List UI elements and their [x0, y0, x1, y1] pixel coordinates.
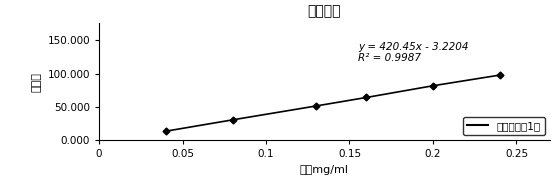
X-axis label: 浓度mg/ml: 浓度mg/ml: [300, 165, 349, 175]
线性（系列1）: [162, 130, 169, 132]
线性（系列1）: [496, 74, 503, 76]
线性（系列1）: [229, 119, 236, 121]
Legend: 线性（系列1）: 线性（系列1）: [463, 117, 545, 135]
线性（系列1）: [430, 85, 437, 87]
Text: y = 420.45x - 3.2204
R² = 0.9987: y = 420.45x - 3.2204 R² = 0.9987: [358, 42, 468, 63]
Y-axis label: 峰面积: 峰面积: [32, 72, 42, 92]
Title: 线性关系: 线性关系: [307, 4, 341, 18]
线性（系列1）: [313, 105, 320, 107]
线性（系列1）: [363, 96, 370, 99]
Line: 线性（系列1）: 线性（系列1）: [163, 73, 502, 134]
